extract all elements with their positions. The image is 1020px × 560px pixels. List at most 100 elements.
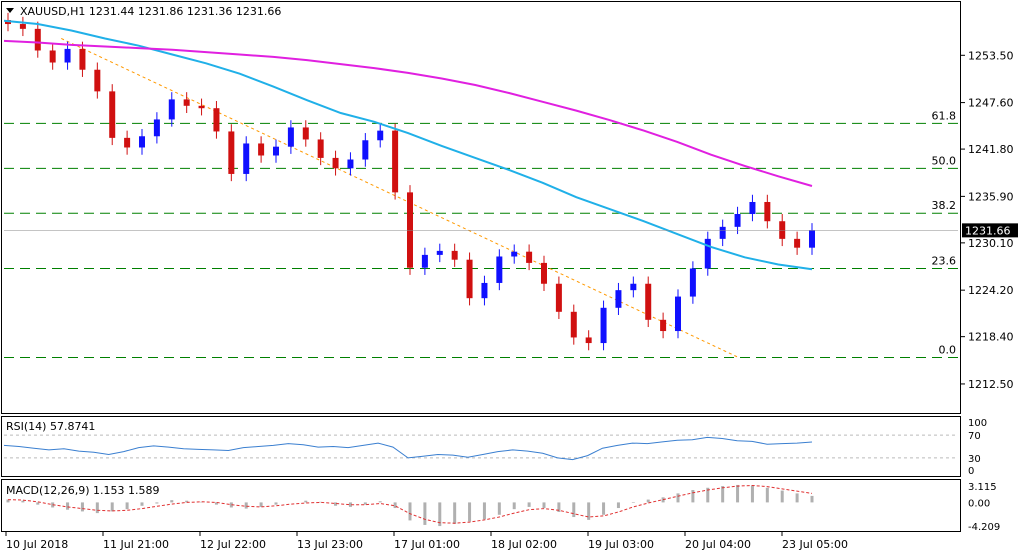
rsi-panel — [3, 434, 958, 461]
candle-body — [749, 201, 756, 215]
price-panel: 61.8 50.0 38.2 23.6 0.0 — [3, 12, 958, 358]
candle-body — [302, 127, 309, 140]
candle-body — [794, 238, 801, 248]
price-tick-label: 1212.50 — [968, 378, 1014, 391]
candle-body — [600, 307, 607, 344]
candle-body — [451, 250, 458, 260]
price-tick-label: 1253.50 — [968, 49, 1014, 62]
candle-body — [317, 139, 324, 158]
candle-body — [34, 28, 41, 51]
candle-body — [49, 50, 56, 63]
candle-body — [19, 24, 26, 29]
dropdown-triangle-icon[interactable] — [6, 8, 14, 13]
candle-body — [660, 319, 667, 332]
rsi-tick-label: 0 — [968, 466, 974, 477]
candle-body — [675, 296, 681, 332]
price-tick-label: 1218.40 — [968, 331, 1014, 344]
rsi-panel-frame — [1, 416, 961, 477]
candle-body — [615, 290, 622, 308]
macd-tick-label: 0.00 — [968, 498, 990, 509]
candle-body — [124, 137, 131, 148]
fib-level-label: 61.8 — [932, 109, 957, 122]
rsi-tick-label: 100 — [968, 418, 987, 429]
price-tick-label: 1235.90 — [968, 190, 1014, 203]
price-tick-label: 1247.60 — [968, 97, 1014, 110]
candle-body — [198, 105, 205, 109]
candle-body — [734, 214, 741, 227]
candle-body — [630, 283, 637, 291]
macd-panel — [6, 484, 814, 527]
price-tick-label: 1241.80 — [968, 143, 1014, 156]
rsi-line — [3, 436, 813, 461]
price-tick-label: 1224.20 — [968, 284, 1014, 297]
current-price-badge — [962, 223, 1018, 238]
macd-tick-label: 3.115 — [968, 482, 997, 493]
candle-body — [645, 283, 652, 320]
candle-body — [719, 226, 726, 239]
candle-body — [555, 283, 562, 312]
candle-body — [570, 311, 577, 338]
candle-body — [94, 69, 101, 92]
moving-average-fast-line — [3, 19, 813, 271]
rsi-tick-label: 30 — [968, 454, 981, 465]
candle-body — [779, 221, 786, 239]
trendline — [61, 38, 739, 358]
candle-body — [153, 119, 160, 137]
current-price-label: 1231.66 — [965, 224, 1011, 237]
axes: 1253.50 1247.60 1241.80 1235.90 1230.10 1224.… — [5, 49, 1018, 551]
rsi-tick-label: 70 — [968, 431, 981, 442]
candle-body — [243, 143, 250, 174]
candle-body — [436, 250, 443, 255]
candle-body — [481, 282, 488, 299]
fib-level-label: 0.0 — [939, 343, 957, 356]
candle-body — [689, 268, 696, 297]
macd-panel-frame — [1, 479, 961, 532]
macd-signal-line — [7, 484, 813, 524]
candle-body — [541, 262, 547, 284]
candle-body — [213, 108, 220, 132]
candle-body — [183, 99, 190, 106]
candle-body — [139, 136, 145, 148]
candle-body — [287, 127, 294, 147]
candle-body — [764, 201, 771, 222]
candle-body — [526, 251, 533, 263]
candle-body — [228, 131, 235, 174]
candle-body — [496, 256, 503, 283]
time-tick-label: 10 Jul 2018 — [6, 538, 68, 551]
candle-body — [407, 192, 413, 268]
macd-tick-label: -4.209 — [968, 522, 1000, 533]
candle-body — [511, 251, 518, 257]
candle-body — [273, 146, 279, 156]
fib-level-label: 50.0 — [932, 154, 957, 167]
right-axis-strip — [961, 1, 1019, 532]
candle-body — [109, 91, 116, 138]
candle-body — [258, 143, 265, 156]
price-tick-label: 1230.10 — [968, 237, 1014, 250]
main-title: XAUUSD,H1 1231.44 1231.86 1231.36 1231.6… — [20, 5, 281, 18]
time-tick-label: 17 Jul 01:00 — [394, 538, 460, 551]
candle-body — [79, 48, 86, 70]
candle-body — [377, 130, 384, 141]
macd-title: MACD(12,26,9) 1.153 1.589 — [6, 484, 160, 497]
moving-average-slow-line — [3, 39, 813, 187]
candle-body — [332, 157, 339, 169]
time-tick-label: 23 Jul 05:00 — [782, 538, 848, 551]
time-tick-label: 20 Jul 04:00 — [685, 538, 751, 551]
candle-body — [64, 48, 71, 63]
fib-level-label: 38.2 — [932, 199, 957, 212]
candle-body — [421, 254, 428, 268]
time-tick-label: 18 Jul 02:00 — [491, 538, 557, 551]
main-panel-frame — [1, 1, 961, 414]
time-tick-label: 11 Jul 21:00 — [103, 538, 169, 551]
candle-body — [809, 230, 815, 248]
candle-body — [704, 238, 711, 269]
time-tick-label: 12 Jul 22:00 — [200, 538, 266, 551]
candle-body — [362, 140, 369, 160]
candle-body — [392, 130, 399, 193]
time-tick-label: 19 Jul 03:00 — [588, 538, 654, 551]
candle-body — [466, 259, 473, 299]
fib-level-label: 23.6 — [932, 255, 957, 268]
time-tick-label: 13 Jul 23:00 — [297, 538, 363, 551]
